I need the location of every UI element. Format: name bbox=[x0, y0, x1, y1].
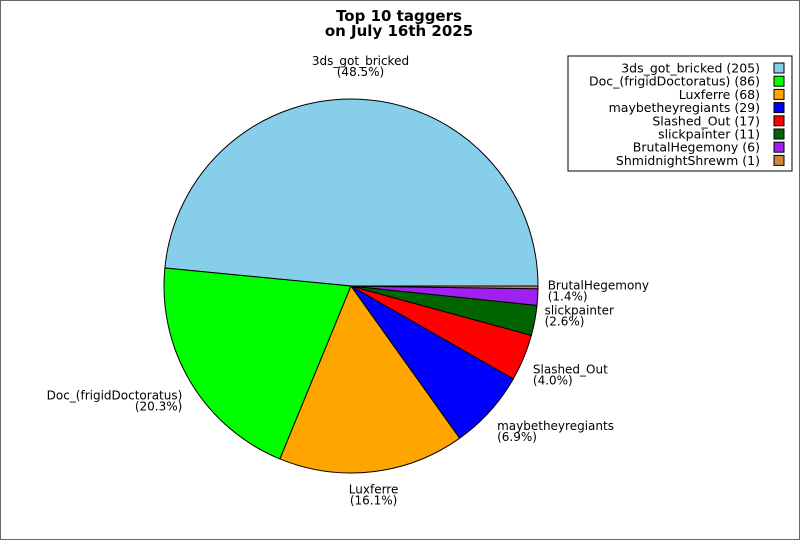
slice-luxferre bbox=[279, 284, 461, 474]
legend-label-3ds-got-bricked: 3ds_got_bricked (205) bbox=[621, 61, 760, 76]
slice-shmidnightshrewm bbox=[350, 285, 539, 290]
legend-swatch-luxferre bbox=[773, 88, 785, 100]
legend-label-shmidnightshrewm: ShmidnightShrewm (1) bbox=[616, 153, 760, 168]
legend-label-maybetheyregiants: maybetheyregiants (29) bbox=[609, 100, 760, 115]
legend-label-brutalhegemony: BrutalHegemony (6) bbox=[633, 140, 760, 155]
slice-label-slashed-out: Slashed_Out bbox=[533, 363, 608, 377]
slice-percent-doc-frigiddoctoratus: (20.3%) bbox=[135, 400, 182, 414]
slice-labels: 3ds_got_bricked(48.5%) Doc_(frigidDoctora… bbox=[47, 54, 649, 508]
legend-swatch-slashed-out bbox=[773, 115, 785, 127]
chart-title-line-1: Top 10 taggers bbox=[336, 7, 462, 25]
slice-label-maybetheyregiants: maybetheyregiants bbox=[497, 419, 614, 433]
pie-slices bbox=[163, 98, 539, 474]
slice-label-slickpainter: slickpainter bbox=[545, 303, 614, 317]
slice-label-3ds-got-bricked: 3ds_got_bricked bbox=[312, 54, 409, 68]
slice-label-luxferre: Luxferre bbox=[349, 483, 399, 497]
legend-box bbox=[567, 55, 793, 172]
legend-swatch-brutalhegemony bbox=[773, 141, 785, 153]
slice-percent-luxferre: (16.1%) bbox=[350, 494, 397, 508]
legend-swatch-doc-frigiddoctoratus bbox=[773, 75, 785, 87]
legend-label-luxferre: Luxferre (68) bbox=[679, 87, 760, 102]
legend-label-doc-frigiddoctoratus: Doc_(frigidDoctoratus) (86) bbox=[589, 74, 760, 89]
legend-swatch-shmidnightshrewm bbox=[773, 154, 785, 166]
chart-title-line-2: on July 16th 2025 bbox=[325, 22, 473, 40]
legend-label-slickpainter: slickpainter (11) bbox=[658, 127, 760, 142]
legend-swatch-3ds-got-bricked bbox=[773, 62, 785, 74]
slice-doc-frigiddoctoratus bbox=[163, 267, 352, 460]
slice-label-brutalhegemony: BrutalHegemony bbox=[548, 279, 649, 293]
slice-percent-slickpainter: (2.6%) bbox=[545, 314, 585, 328]
legend: 3ds_got_bricked (205)Doc_(frigidDoctorat… bbox=[589, 61, 785, 168]
slice-percent-slashed-out: (4.0%) bbox=[533, 374, 573, 388]
slice-3ds-got-bricked bbox=[164, 98, 539, 287]
slice-label-doc-frigiddoctoratus: Doc_(frigidDoctoratus) bbox=[47, 389, 183, 403]
slice-percent-3ds-got-bricked: (48.5%) bbox=[337, 65, 384, 79]
slice-percent-maybetheyregiants: (6.9%) bbox=[497, 430, 537, 444]
slice-percent-brutalhegemony: (1.4%) bbox=[548, 290, 588, 304]
legend-swatch-maybetheyregiants bbox=[773, 102, 785, 114]
legend-label-slashed-out: Slashed_Out (17) bbox=[652, 113, 760, 128]
legend-swatch-slickpainter bbox=[773, 128, 785, 140]
